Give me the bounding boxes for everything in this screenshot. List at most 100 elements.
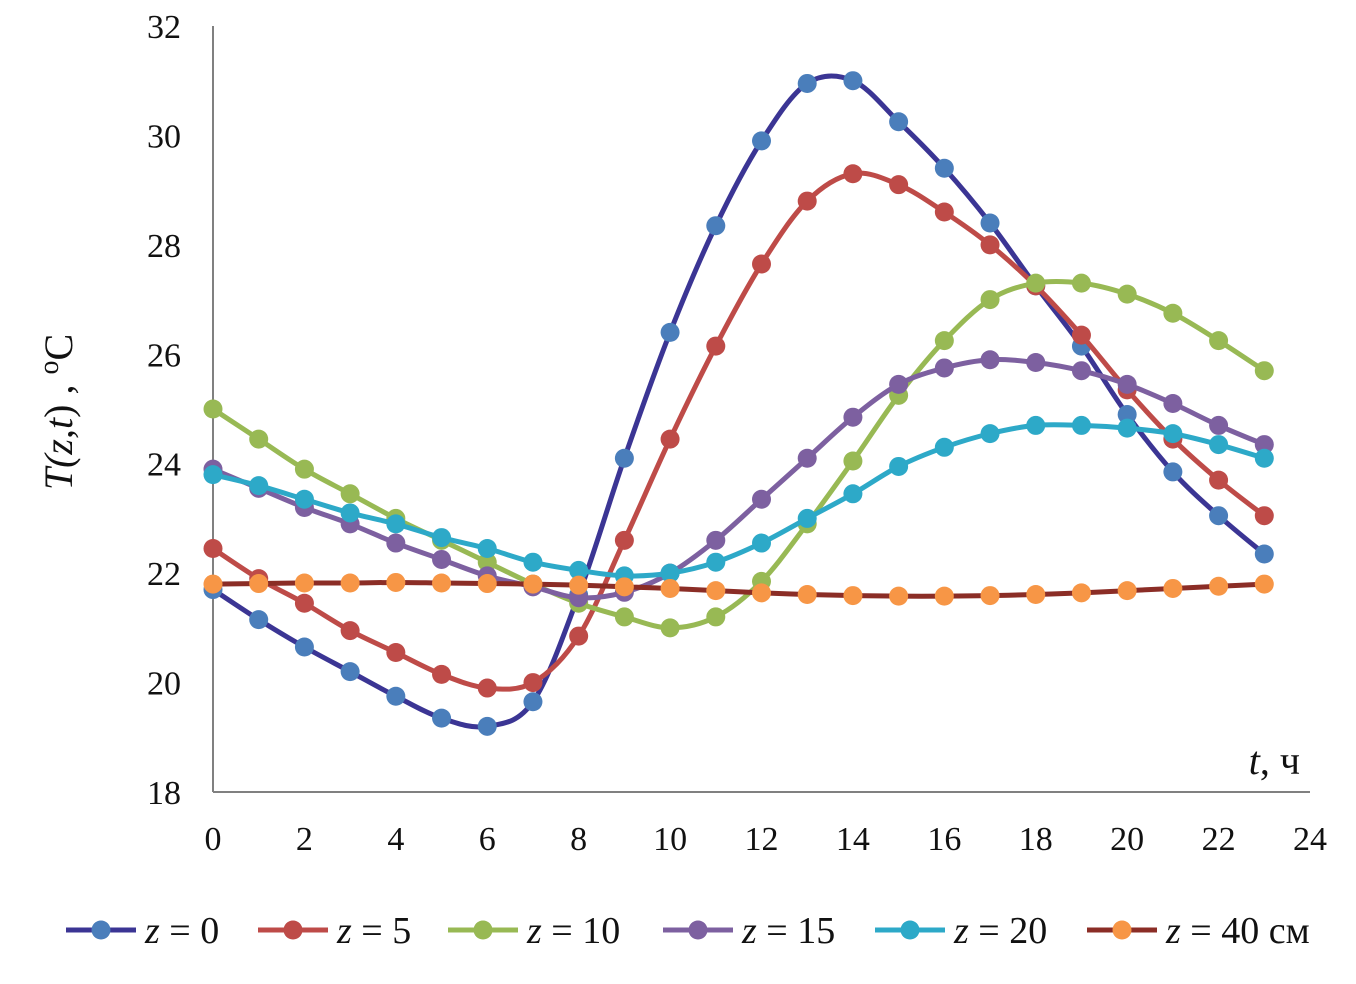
y-tick-label: 30: [147, 118, 181, 155]
data-point: [340, 484, 360, 504]
data-point: [797, 584, 817, 604]
data-point: [752, 254, 771, 274]
data-point: [934, 202, 954, 222]
data-point: [752, 489, 771, 509]
data-point: [889, 456, 909, 476]
y-tick-label: 18: [147, 775, 181, 812]
x-tick-label: 4: [387, 821, 404, 858]
y-axis-title-part: z: [36, 439, 81, 456]
legend-marker: [900, 920, 920, 940]
data-point: [203, 574, 223, 594]
series-line: [210, 278, 1267, 631]
data-point: [1209, 470, 1229, 490]
data-point: [889, 374, 909, 394]
data-point: [980, 235, 1000, 255]
legend-label: z = 40 см: [1165, 910, 1310, 952]
x-tick-label: 14: [836, 821, 870, 858]
data-point: [614, 448, 634, 468]
data-point: [706, 552, 726, 572]
legend-label-var: z: [144, 910, 160, 952]
data-point: [1254, 361, 1274, 381]
data-point: [294, 593, 314, 613]
data-point: [934, 158, 954, 178]
data-point: [294, 459, 314, 479]
x-axis-title: t, ч: [1249, 738, 1300, 783]
series-line: [210, 73, 1267, 730]
data-point: [660, 322, 680, 342]
legend-label-value: = 20: [969, 910, 1047, 952]
data-point: [432, 664, 452, 684]
data-point: [203, 539, 223, 559]
data-point: [249, 574, 269, 594]
data-point: [294, 573, 314, 593]
x-tick-label: 20: [1110, 821, 1144, 858]
data-point: [843, 164, 863, 184]
legend-item: z = 40 см: [1087, 910, 1310, 952]
data-point: [1254, 506, 1274, 526]
data-point: [432, 549, 452, 569]
data-point: [477, 574, 497, 594]
x-tick-label: 18: [1019, 821, 1053, 858]
legend-item: z = 10: [448, 910, 620, 952]
series-0: [203, 71, 1274, 736]
data-point: [1071, 415, 1091, 435]
data-point: [1117, 284, 1137, 304]
x-tick-label: 16: [927, 821, 961, 858]
data-point: [614, 577, 634, 597]
data-point: [797, 191, 817, 211]
data-point: [797, 508, 817, 528]
legend-marker: [688, 920, 708, 940]
data-point: [1071, 361, 1091, 381]
series-4: [203, 415, 1274, 586]
data-point: [523, 552, 543, 572]
legend-label-value: = 15: [757, 910, 835, 952]
data-point: [432, 528, 452, 548]
series-1: [203, 164, 1274, 698]
data-point: [523, 574, 543, 594]
data-point: [706, 336, 726, 356]
data-point: [660, 578, 680, 598]
data-point: [843, 71, 863, 91]
legend-label: z = 20: [953, 910, 1047, 952]
data-point: [386, 533, 406, 553]
data-point: [1254, 544, 1274, 564]
x-tick-label: 0: [205, 821, 222, 858]
data-point: [1026, 415, 1046, 435]
data-point: [386, 642, 406, 662]
data-point: [477, 678, 497, 698]
series-3: [203, 350, 1274, 608]
legend-label: z = 0: [144, 910, 219, 952]
data-point: [249, 476, 269, 496]
data-point: [1163, 462, 1183, 482]
x-axis-title-var: t: [1249, 738, 1261, 783]
y-tick-label: 22: [147, 556, 181, 593]
data-point: [477, 539, 497, 559]
series-line: [210, 170, 1267, 692]
data-point: [1026, 273, 1046, 293]
data-point: [340, 573, 360, 593]
data-point: [1163, 424, 1183, 444]
data-point: [752, 533, 771, 553]
data-point: [249, 610, 269, 630]
x-tick-label: 12: [745, 821, 779, 858]
data-point: [797, 448, 817, 468]
data-point: [934, 358, 954, 378]
data-point: [1117, 374, 1137, 394]
data-point: [889, 175, 909, 195]
data-point: [1071, 583, 1091, 603]
data-point: [706, 530, 726, 550]
data-point: [386, 514, 406, 534]
y-axis-title: T(z,t) , оС: [34, 334, 81, 490]
legend-marker: [283, 920, 303, 940]
data-point: [249, 429, 269, 449]
data-point: [1254, 574, 1274, 594]
data-point: [294, 489, 314, 509]
data-point: [432, 573, 452, 593]
data-point: [1254, 435, 1274, 455]
data-point: [1209, 435, 1229, 455]
data-point: [203, 465, 223, 485]
legend-label-var: z: [336, 910, 352, 952]
x-tick-label: 6: [479, 821, 496, 858]
data-point: [1071, 273, 1091, 293]
